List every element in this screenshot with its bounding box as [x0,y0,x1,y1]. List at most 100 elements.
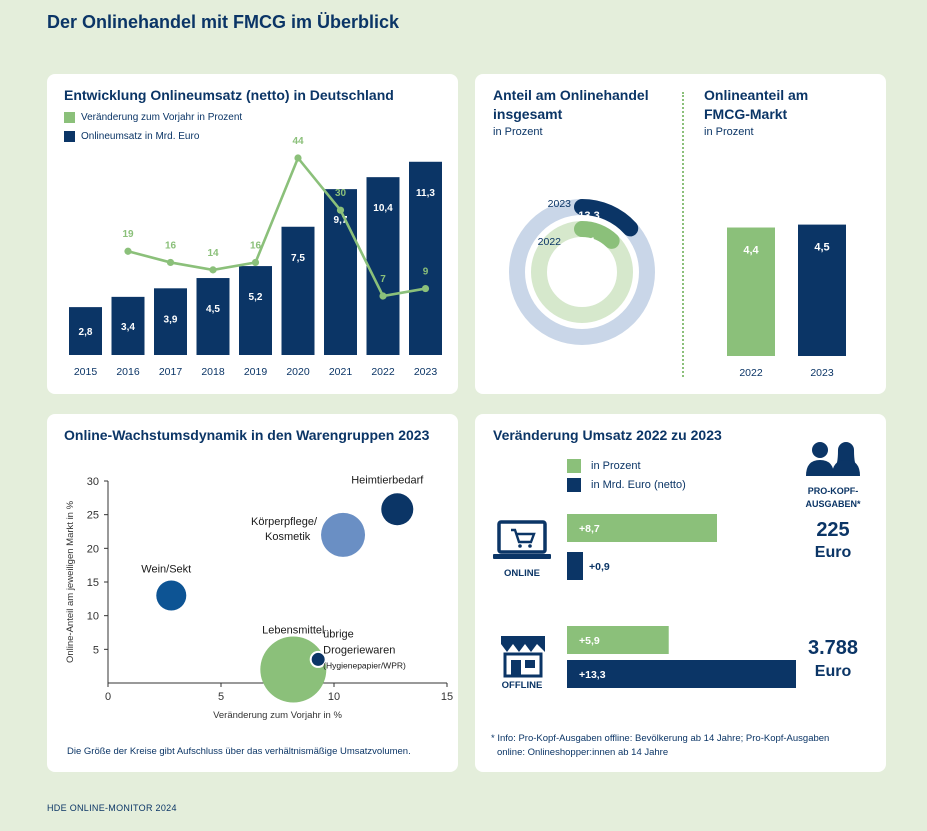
legend-bar: Onlineumsatz in Mrd. Euro [64,131,199,142]
online-per-capita-currency: Euro [814,544,852,561]
legend-line: Veränderung zum Vorjahr in Prozent [64,112,242,123]
bubble-label: übrige [323,628,354,640]
growth-dynamics-card: Online-Wachstumsdynamik in den Warengrup… [47,414,458,772]
per-capita-label-1: PRO-KOPF- [807,486,859,496]
bar-value-label: 11,3 [416,188,435,199]
donut-arc-2023 [574,199,639,237]
revenue-change-title: Veränderung Umsatz 2022 zu 2023 [493,427,722,443]
growth-point [124,247,132,255]
eur-bar-offline [567,660,796,688]
offline-label: OFFLINE [501,680,543,691]
bubble-wein-sekt [156,580,187,611]
x-tick-label: 2021 [329,366,353,378]
bar-2023 [409,161,442,355]
bar-2016 [111,296,145,355]
growth-scatter-chart: 5 10 15 20 25 30 0 5 10 15 Veränderung zum Vorjahr… [65,474,453,721]
x-tick-label: 2019 [244,366,268,378]
x-tick-label: 2017 [159,366,183,378]
online-per-capita-value: 225 [816,519,850,541]
revenue-change-chart: +8,7 +0,9 +5,9 +13,3 [567,514,796,688]
laptop-cart-icon [493,520,551,559]
bar-2017 [154,288,187,355]
legend-pct: in Prozent [567,459,641,473]
bar-value-label: 3,9 [164,314,178,325]
growth-value-label: 16 [250,240,262,251]
legend-swatch-navy [567,478,581,492]
bar-2020 [281,226,315,355]
people-icon [806,442,860,476]
bar-value-label: 10,4 [373,203,393,214]
growth-value-label: 16 [165,240,177,251]
bubble-körperpflege-kosmetik [321,512,366,557]
share-bar-2022 [727,227,775,356]
x-tick-label: 0 [105,691,111,703]
bar-2022 [366,177,400,355]
bar-value-label: 5,2 [249,292,263,303]
y-tick-label: 30 [87,476,99,488]
bubble-lebensmittel [260,636,327,703]
x-tick-label: 5 [218,691,224,703]
online-sales-card: Entwicklung Onlineumsatz (netto) in Deut… [47,74,458,394]
growth-point [251,258,260,267]
x-tick-label: 10 [328,691,340,703]
share-bar-value: 4,4 [743,245,759,257]
bubble-label: Lebensmittel [262,625,324,637]
bar-2019 [239,266,272,355]
bar-2021 [324,189,357,355]
legend-pct-label: in Prozent [591,460,641,472]
share-left-sub: in Prozent [493,126,543,138]
share-bar-2023 [798,224,846,356]
bubble-label: Wein/Sekt [141,563,191,575]
offline-per-capita-currency: Euro [814,663,852,680]
legend-eur-label: in Mrd. Euro (netto) [591,479,686,491]
growth-point [209,266,217,274]
y-axis-label: Online-Anteil am jeweiligen Markt in % [65,500,76,663]
share-left-title-2: insgesamt [493,106,563,122]
y-tick-label: 15 [87,577,99,589]
growth-value-label: 7 [380,274,386,285]
growth-value-label: 30 [335,188,347,199]
growth-line [127,155,426,298]
x-tick-label: 2018 [201,366,225,378]
legend-line-label: Veränderung zum Vorjahr in Prozent [81,112,243,123]
pct-bar-online [567,514,717,542]
bar-value-label: 9,7 [334,215,348,226]
bar-value-label: 7,5 [291,253,305,264]
share-bar-value: 4,5 [814,242,829,254]
per-capita-label-2: AUSGABEN* [805,499,861,509]
legend-swatch-green [64,112,75,123]
growth-value-label: 9 [423,267,429,278]
share-right-title-2: FMCG-Markt [704,106,788,122]
online-label: ONLINE [504,568,540,579]
growth-point [166,258,175,267]
x-tick-label: 2023 [414,366,438,378]
donut-value-label: 12,1 [574,236,595,248]
bubble-sublabel: (Hygienepapier/WPR) [323,660,406,670]
page-title: Der Onlinehandel mit FMCG im Überblick [47,12,400,32]
x-tick-label: 2020 [286,366,310,378]
bubble-übrige-drogeriewaren [309,650,327,668]
bubble-label: Heimtierbedarf [351,474,424,486]
growth-value-label: 19 [122,229,134,240]
pct-bar-offline [567,626,669,654]
divider [682,92,684,377]
share-left-title-1: Anteil am Onlinehandel [493,87,649,103]
legend-swatch-navy [64,131,75,142]
x-tick-label: 2015 [74,366,98,378]
offline-per-capita-value: 3.788 [807,637,859,659]
bar-value-label: 4,5 [206,304,220,315]
donut-series-label: 2022 [538,236,562,248]
y-tick-label: 20 [87,543,99,555]
growth-value-label: 14 [207,248,219,259]
legend-swatch-green [567,459,581,473]
x-tick-label: 2016 [116,366,140,378]
legend-bar-label: Onlineumsatz in Mrd. Euro [81,131,200,142]
bubble-heimtierbedarf [381,493,414,526]
x-tick-label: 15 [441,691,453,703]
revenue-change-card: Veränderung Umsatz 2022 zu 2023 in Proze… [475,414,886,772]
bubble-label: Kosmetik [265,531,311,543]
donut-arc-2022 [574,221,620,249]
bar-value-label: 3,4 [121,322,135,333]
growth-point [294,154,302,162]
footnote-2: online: Onlineshopper:innen ab 14 Jahre [497,747,669,758]
